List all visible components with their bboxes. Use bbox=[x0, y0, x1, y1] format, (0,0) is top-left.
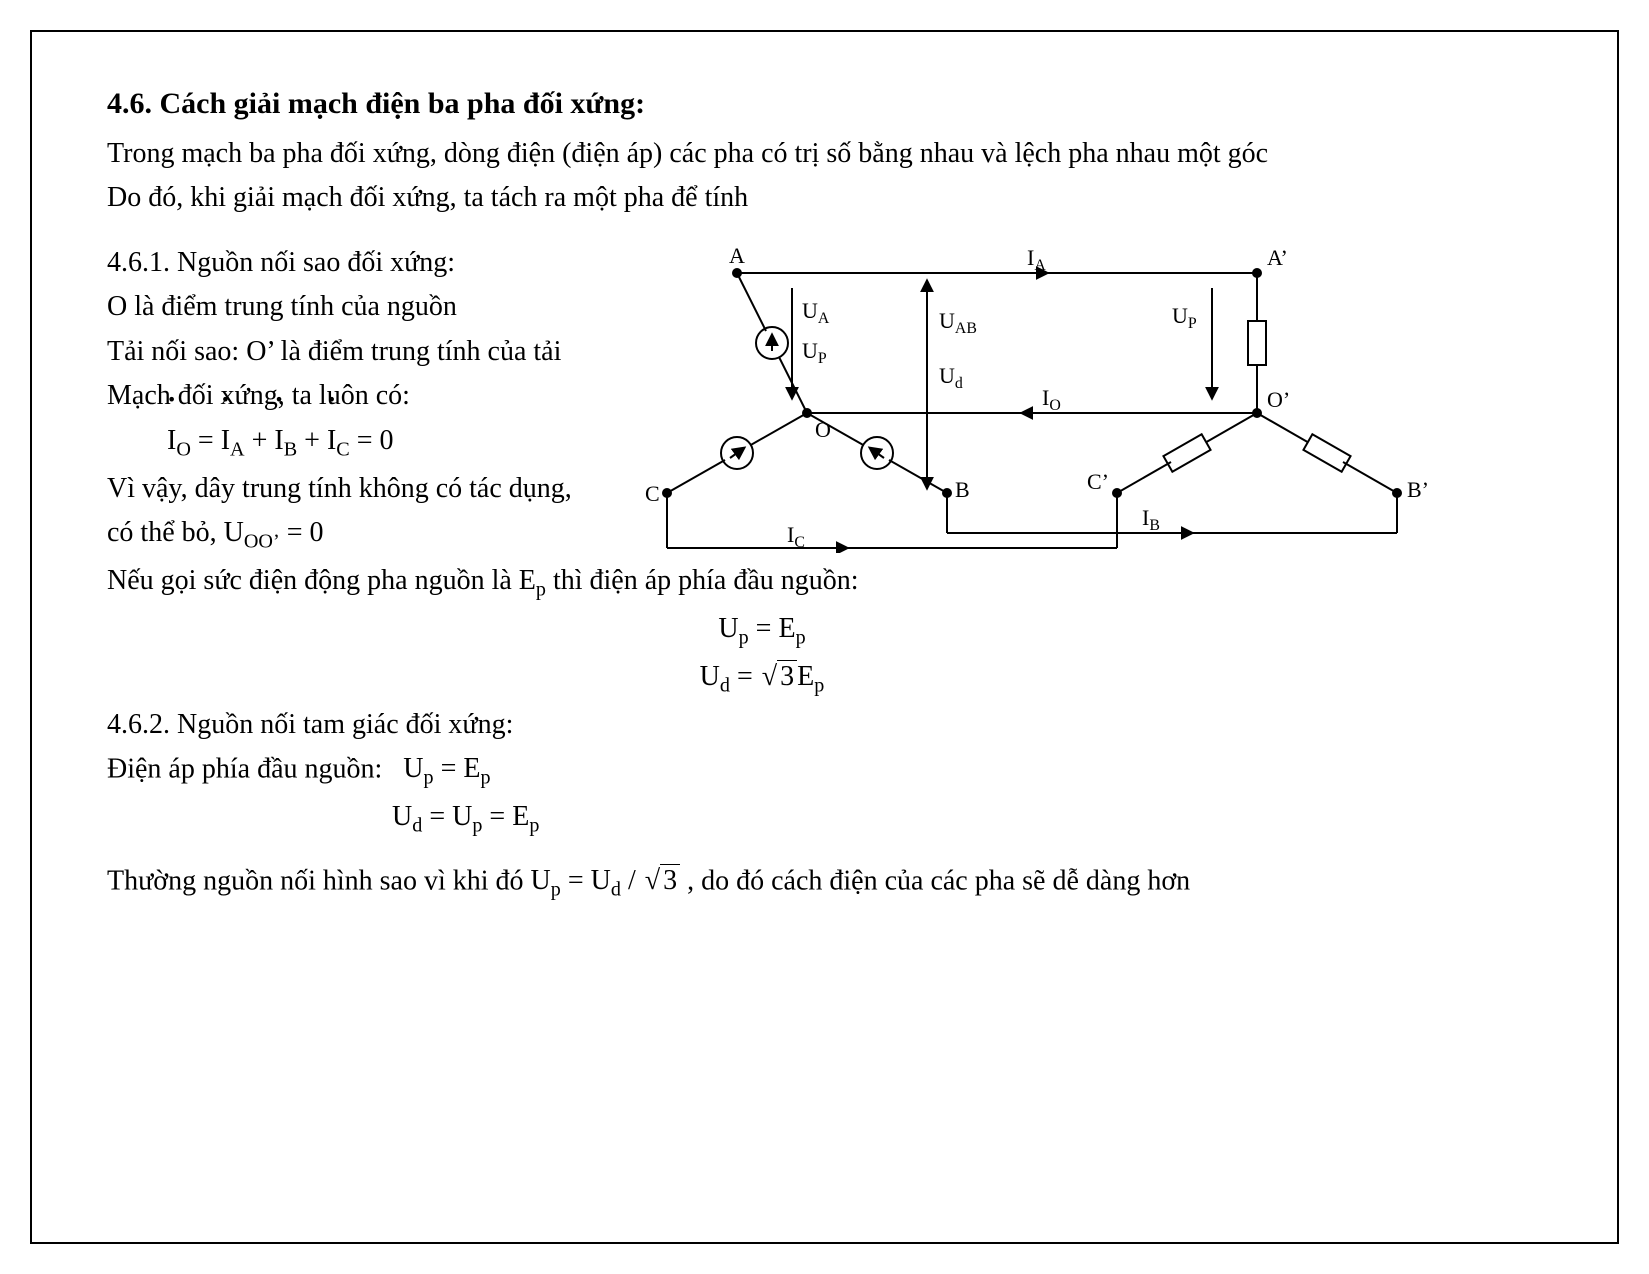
svg-text:O’: O’ bbox=[1267, 387, 1290, 412]
eq2s: p bbox=[739, 627, 749, 649]
eq-plus2: + bbox=[297, 425, 327, 456]
fes: p bbox=[551, 879, 561, 901]
svg-text:A’: A’ bbox=[1267, 245, 1288, 270]
sec461-l4: Vì vậy, dây trung tính không có tác dụng… bbox=[107, 469, 607, 510]
svg-text:IB: IB bbox=[1142, 505, 1160, 534]
l5b: = 0 bbox=[280, 517, 324, 548]
s462e2s2: p bbox=[472, 815, 482, 837]
sec461-l6: Nếu gọi sức điện động pha nguồn là Ep th… bbox=[107, 561, 1557, 605]
sec461-l2: Tải nối sao: O’ là điểm trung tính của t… bbox=[107, 332, 607, 373]
eq2b: = E bbox=[749, 613, 796, 644]
final-a: Thường nguồn nối hình sao vì khi đó bbox=[107, 865, 531, 896]
eq-io-sub: O bbox=[176, 439, 191, 461]
s462e2c: = E bbox=[482, 801, 529, 832]
l6b: thì điện áp phía đầu nguồn: bbox=[546, 565, 859, 596]
l5a: có thể bỏ, U bbox=[107, 517, 244, 548]
svg-text:C’: C’ bbox=[1087, 469, 1109, 494]
eq-ib-sub: B bbox=[284, 439, 297, 461]
eq-plus1: + bbox=[245, 425, 275, 456]
eq3a: U bbox=[700, 661, 720, 692]
svg-text:Ud: Ud bbox=[939, 363, 963, 392]
eq-io: I bbox=[167, 425, 176, 456]
svg-text:C: C bbox=[645, 481, 660, 506]
fec: / bbox=[621, 865, 643, 896]
l6sub: p bbox=[536, 579, 546, 601]
fes2: d bbox=[611, 879, 621, 901]
right-column-diagram: A A’ O O’ B B’ C C’ UA UP UAB Ud IA IO IB IC UP bbox=[627, 243, 1527, 553]
final-line: Thường nguồn nối hình sao vì khi đó Up =… bbox=[107, 861, 1557, 905]
svg-text:UAB: UAB bbox=[939, 308, 977, 337]
eq-ia: I bbox=[221, 425, 230, 456]
eq2s2: p bbox=[796, 627, 806, 649]
svg-text:UP: UP bbox=[802, 338, 827, 367]
svg-text:A: A bbox=[729, 243, 745, 268]
l5sub: OO’ bbox=[244, 531, 280, 553]
s462e1b: = E bbox=[434, 753, 481, 784]
svg-text:UA: UA bbox=[802, 298, 830, 327]
sec462-l1: Điện áp phía đầu nguồn: Up = Ep bbox=[107, 749, 1557, 793]
eq-ic: I bbox=[327, 425, 336, 456]
document-frame: 4.6. Cách giải mạch điện ba pha đối xứng… bbox=[30, 30, 1619, 1244]
sec461-eq3: Ud = √3Ep bbox=[0, 657, 1557, 701]
s462e2s3: p bbox=[529, 815, 539, 837]
svg-text:IA: IA bbox=[1027, 245, 1046, 274]
s462e2s: d bbox=[412, 815, 422, 837]
svg-text:IO: IO bbox=[1042, 385, 1061, 414]
svg-text:O: O bbox=[815, 417, 831, 442]
section-title: 4.6. Cách giải mạch điện ba pha đối xứng… bbox=[107, 82, 1557, 126]
eq3s2: p bbox=[814, 675, 824, 697]
sec461-l5: có thể bỏ, UOO’ = 0 bbox=[107, 513, 607, 557]
sec461-eq2: Up = Ep bbox=[0, 609, 1557, 653]
final-b: , do đó cách điện của các pha sẽ dễ dàng… bbox=[687, 865, 1190, 896]
sec462-eq2: Ud = Up = Ep bbox=[107, 797, 1557, 841]
eq3r: 3 bbox=[777, 660, 797, 692]
circuit-diagram: A A’ O O’ B B’ C C’ UA UP UAB Ud IA IO IB IC UP bbox=[627, 243, 1527, 553]
eq3b: = bbox=[730, 661, 760, 692]
sec461-heading: 4.6.1. Nguồn nối sao đối xứng: bbox=[107, 243, 607, 284]
s462e1s2: p bbox=[481, 767, 491, 789]
eq-eq: = bbox=[191, 425, 221, 456]
sec461-l1: O là điểm trung tính của nguồn bbox=[107, 287, 607, 328]
eq2a: U bbox=[718, 613, 738, 644]
feb: = U bbox=[561, 865, 611, 896]
fer: 3 bbox=[660, 864, 680, 896]
s462e2a: U bbox=[392, 801, 412, 832]
svg-text:IC: IC bbox=[787, 522, 805, 551]
intro-p2: Do đó, khi giải mạch đối xứng, ta tách r… bbox=[107, 178, 1557, 219]
fea: U bbox=[531, 865, 551, 896]
sec461-equation: IO = IA + IB + IC = 0 bbox=[107, 421, 607, 465]
eq-rhs: = 0 bbox=[350, 425, 394, 456]
eq3s: d bbox=[720, 675, 730, 697]
svg-text:UP: UP bbox=[1172, 303, 1197, 332]
eq-ib: I bbox=[274, 425, 283, 456]
s462e2b: = U bbox=[422, 801, 472, 832]
sec462-heading: 4.6.2. Nguồn nối tam giác đối xứng: bbox=[107, 705, 1557, 746]
eq-ic-sub: C bbox=[336, 439, 349, 461]
s462e1a: U bbox=[403, 753, 423, 784]
eq3c: E bbox=[797, 661, 814, 692]
sec462-l1-text: Điện áp phía đầu nguồn: bbox=[107, 754, 382, 785]
l6a: Nếu gọi sức điện động pha nguồn là E bbox=[107, 565, 536, 596]
s462e1s: p bbox=[424, 767, 434, 789]
sec461-l3: Mạch đối xứng, ta luôn có: bbox=[107, 376, 607, 417]
svg-text:B’: B’ bbox=[1407, 477, 1429, 502]
intro-p1: Trong mạch ba pha đối xứng, dòng điện (đ… bbox=[107, 134, 1557, 175]
eq-ia-sub: A bbox=[230, 439, 245, 461]
svg-text:B: B bbox=[955, 477, 970, 502]
left-column: 4.6.1. Nguồn nối sao đối xứng: O là điểm… bbox=[107, 243, 607, 562]
